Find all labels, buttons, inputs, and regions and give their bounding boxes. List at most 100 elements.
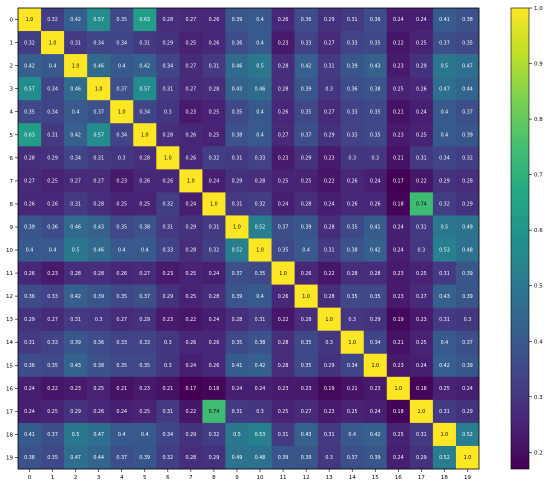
heatmap-cell-label: 0.26 (347, 179, 358, 185)
y-tick-label: 2 (10, 64, 14, 70)
heatmap-cell-label: 1.0 (49, 40, 57, 46)
y-tick-label: 9 (10, 225, 14, 231)
heatmap-cell (64, 330, 88, 355)
heatmap-cell (225, 261, 249, 285)
heatmap-cell (156, 261, 180, 285)
heatmap-cell (133, 284, 157, 308)
heatmap-cell-label: 0.5 (72, 432, 80, 438)
heatmap-cell-label: 0.25 (416, 271, 427, 277)
heatmap-cell-label: 0.25 (47, 409, 58, 415)
heatmap-cell-label: 0.34 (116, 132, 127, 138)
heatmap-cell (432, 330, 457, 355)
heatmap-cell (271, 8, 295, 32)
heatmap-cell-label: 0.33 (139, 340, 150, 346)
heatmap-cell (110, 8, 134, 32)
heatmap-cell-label: 0.36 (370, 17, 381, 23)
heatmap-cell (110, 330, 134, 355)
heatmap-cell (363, 54, 388, 78)
colorbar (510, 7, 530, 470)
heatmap-cell (363, 123, 388, 147)
heatmap-cell-label: 0.3 (164, 340, 172, 346)
heatmap-cell (340, 31, 365, 55)
heatmap-cell (271, 123, 295, 147)
heatmap-cell-label: 0.36 (347, 86, 358, 92)
heatmap-cell-label: 0.35 (232, 340, 243, 346)
heatmap-cell (386, 284, 411, 308)
heatmap-cell (317, 54, 341, 78)
heatmap-cell (409, 330, 434, 355)
heatmap-cell-label: 0.35 (462, 40, 473, 46)
heatmap-cell (455, 100, 480, 124)
heatmap-cell (64, 215, 88, 239)
heatmap-cell-label: 0.37 (301, 132, 312, 138)
heatmap-cell-label: 0.26 (278, 294, 289, 300)
heatmap-cell (432, 261, 457, 285)
heatmap-cell (409, 8, 434, 32)
heatmap-cell-label: 0.28 (70, 271, 81, 277)
heatmap-cell-label: 0.23 (324, 156, 335, 162)
heatmap-cell (455, 169, 480, 193)
heatmap-cell-label: 0.38 (93, 363, 104, 369)
y-tick-label: 14 (6, 340, 13, 346)
heatmap-cell-label: 1.0 (187, 179, 195, 185)
heatmap-cell-label: 0.24 (186, 202, 197, 208)
heatmap-cell (317, 330, 341, 355)
heatmap-cell (455, 399, 480, 424)
heatmap-cell-label: 0.17 (186, 386, 197, 392)
heatmap-cell (363, 100, 388, 124)
heatmap-cell-label: 0.29 (139, 317, 150, 323)
heatmap-cell (386, 54, 411, 78)
heatmap-cell-label: 0.23 (416, 317, 427, 323)
heatmap-cell (294, 123, 318, 147)
heatmap-cell-label: 0.25 (393, 86, 404, 92)
x-tick-label: 8 (212, 475, 216, 481)
heatmap-cell-label: 0.31 (209, 63, 220, 69)
heatmap-cell (317, 307, 341, 331)
heatmap-cell (64, 169, 88, 193)
heatmap-cell (41, 8, 65, 32)
colorbar-tick-label: 0.4 (534, 339, 543, 345)
heatmap-cell-label: 0.36 (232, 40, 243, 46)
heatmap-cell (386, 261, 411, 285)
y-tick-label: 8 (10, 202, 14, 208)
heatmap-cell (41, 422, 65, 447)
heatmap-cell (64, 261, 88, 285)
x-tick-label: 15 (372, 475, 379, 481)
heatmap-cell (179, 353, 203, 378)
heatmap-cell (271, 238, 295, 262)
heatmap-cell-label: 0.24 (209, 179, 220, 185)
heatmap-cell (156, 284, 180, 308)
heatmap-cell-label: 1.0 (233, 225, 241, 231)
heatmap-cell (455, 192, 480, 216)
heatmap-cell (340, 330, 365, 355)
heatmap-cell-label: 0.28 (209, 294, 220, 300)
heatmap-cell-label: 1.0 (348, 340, 356, 346)
heatmap-cell (64, 146, 88, 170)
heatmap-cell (386, 399, 411, 424)
heatmap-cell (156, 8, 180, 32)
heatmap-cell-label: 0.17 (393, 179, 404, 185)
heatmap-cell-label: 0.34 (439, 156, 450, 162)
heatmap-cell-label: 0.36 (301, 17, 312, 23)
heatmap-cell (432, 445, 457, 470)
heatmap-cell (179, 54, 203, 78)
x-tick-label: 9 (235, 475, 239, 481)
heatmap-cell-label: 0.41 (232, 363, 243, 369)
heatmap-cell (363, 353, 388, 378)
heatmap-cell-label: 0.39 (462, 363, 473, 369)
heatmap-cell-label: 0.23 (278, 40, 289, 46)
heatmap-cell (455, 123, 480, 147)
heatmap-cell (271, 77, 295, 101)
heatmap-cell (64, 445, 88, 470)
heatmap-cell (432, 307, 457, 331)
heatmap-cell-label: 0.29 (186, 432, 197, 438)
heatmap-cell (133, 238, 157, 262)
heatmap-cell-label: 0.46 (93, 248, 104, 254)
heatmap-cell (156, 169, 180, 193)
heatmap-cell (317, 77, 341, 101)
heatmap-cell-label: 0.37 (232, 271, 243, 277)
heatmap-cell (179, 8, 203, 32)
heatmap-cell-label: 0.52 (462, 432, 473, 438)
heatmap-cell-label: 0.21 (393, 340, 404, 346)
heatmap-cell (248, 8, 272, 32)
